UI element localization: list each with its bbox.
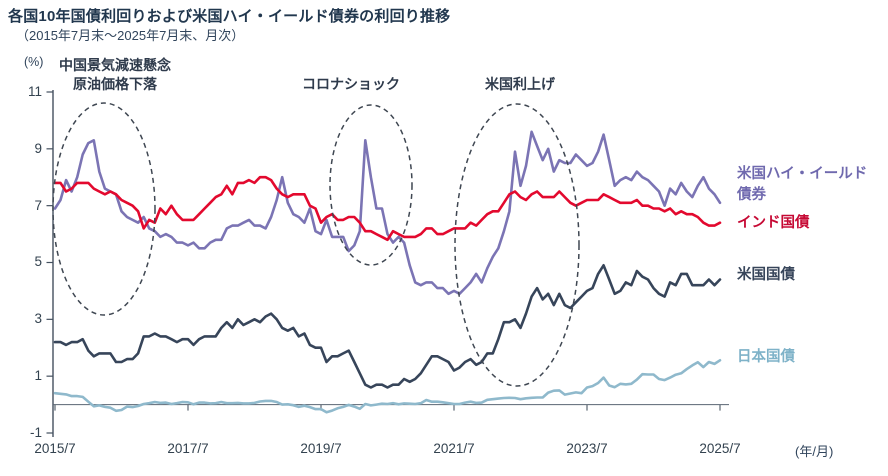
y-axis-tick-marks	[46, 91, 53, 434]
y-tick-label: 1	[34, 368, 42, 384]
annotation-us-rate-hikes: 米国利上げ	[485, 76, 555, 92]
legend-japan-govt-bond: 日本国債	[737, 349, 795, 365]
page-title: 各国10年国債利回りおよび米国ハイ・イールド債券の利回り推移	[8, 8, 451, 25]
series-japan-govt-bond-line	[53, 358, 722, 414]
highlight-ellipse-china-slowdown	[52, 102, 156, 316]
x-axis-tick-marks	[54, 404, 721, 411]
y-tick-label: 9	[34, 140, 42, 156]
x-tick-label: 2023/7	[566, 441, 608, 456]
x-tick-label: 2015/7	[34, 441, 76, 456]
annotation-china-slowdown: 中国景気減速懸念 原油価格下落	[59, 57, 171, 92]
legend-india-govt-bond: インド国債	[737, 215, 810, 231]
highlight-ellipse-corona-shock	[329, 104, 413, 266]
annotation-corona-shock: コロナショック	[302, 76, 400, 92]
y-tick-label: 7	[34, 197, 42, 213]
series-us-treasury-line	[53, 263, 722, 389]
series-us-high-yield-line	[53, 130, 722, 296]
x-axis-unit-label: (年/月)	[795, 444, 834, 459]
y-tick-label: 3	[34, 311, 42, 327]
y-axis-unit-label: (%)	[24, 55, 44, 69]
y-tick-label: -1	[29, 425, 42, 440]
x-tick-label: 2025/7	[699, 441, 741, 456]
series-india-govt-bond-line	[53, 175, 722, 242]
legend-us-treasury: 米国国債	[737, 267, 795, 283]
legend-us-high-yield: 米国ハイ・イールド債券	[737, 166, 868, 203]
highlight-ellipse-us-rate-hikes	[454, 103, 580, 387]
y-tick-label: 5	[34, 254, 42, 270]
x-tick-label: 2021/7	[433, 441, 475, 456]
chart-subtitle: （2015年7月末～2025年7月末、月次）	[16, 28, 245, 43]
x-tick-label: 2019/7	[300, 441, 342, 456]
y-tick-label: 11	[27, 83, 42, 99]
x-tick-label: 2017/7	[167, 441, 209, 456]
